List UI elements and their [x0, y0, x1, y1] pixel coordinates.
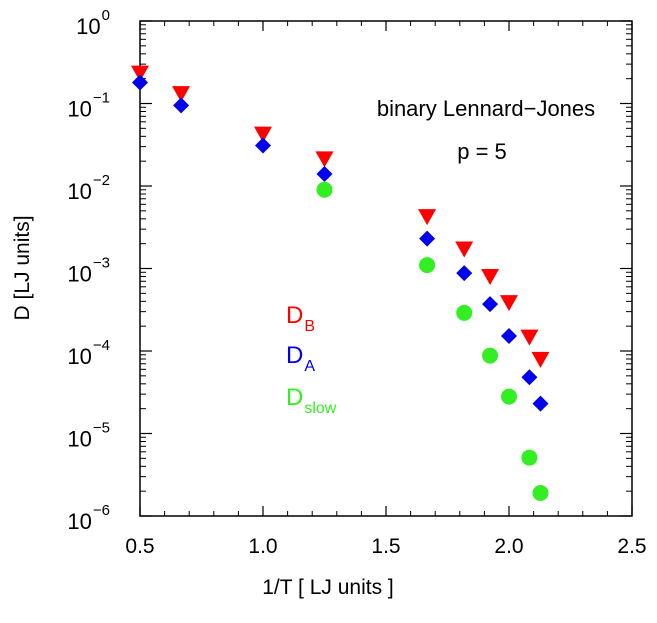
y-tick-label: 10−4: [67, 337, 110, 369]
point-dslow: [316, 181, 333, 198]
y-tick-label: 10−2: [67, 172, 110, 204]
legend-label-da: DA: [286, 342, 315, 375]
y-tick-label: 10−1: [67, 90, 110, 122]
y-axis-label: D [LJ units]: [11, 215, 34, 320]
y-tick-label: 10−3: [67, 255, 110, 287]
data-markers: [131, 65, 550, 502]
point-da: [456, 265, 473, 282]
x-tick-label: 2.5: [617, 535, 646, 558]
point-db: [418, 209, 437, 226]
point-db: [520, 329, 539, 346]
y-tick-labels: 100 10−1 10−2 10−3 10−4 10−5 10−6: [67, 7, 110, 534]
point-da: [482, 296, 499, 313]
point-db: [500, 295, 518, 312]
point-db: [172, 86, 191, 103]
x-tick-label: 2.0: [494, 535, 523, 558]
point-da: [501, 327, 517, 344]
point-dslow: [482, 347, 499, 364]
y-tick-label: 100: [76, 7, 110, 39]
point-dslow: [501, 388, 517, 405]
x-tick-label: 1.5: [371, 535, 400, 558]
x-axis-label: 1/T [ LJ units ]: [262, 576, 394, 599]
point-da: [132, 74, 148, 91]
y-tick-label: 10−5: [67, 420, 110, 452]
point-da: [532, 395, 549, 412]
point-da: [419, 230, 436, 247]
point-db: [531, 351, 550, 368]
point-dslow: [532, 485, 549, 502]
point-dslow: [456, 304, 473, 321]
legend-label-db: DB: [286, 302, 315, 335]
point-da: [316, 165, 333, 182]
point-db: [131, 65, 149, 82]
y-tick-label: 10−6: [67, 502, 110, 534]
point-dslow: [419, 257, 436, 274]
point-da: [173, 97, 190, 114]
point-db: [455, 241, 474, 258]
legend-label-dslow: Dslow: [286, 384, 337, 417]
point-da: [521, 369, 538, 386]
point-db: [254, 126, 272, 143]
annotation-system: binary Lennard−Jones: [377, 96, 595, 121]
x-tick-labels: 0.5 1.0 1.5 2.0 2.5: [125, 535, 646, 558]
point-db: [481, 268, 500, 285]
point-db: [315, 151, 334, 168]
x-tick-label: 1.0: [248, 535, 277, 558]
point-dslow: [521, 449, 538, 466]
point-da: [255, 137, 271, 154]
x-tick-label: 0.5: [125, 535, 154, 558]
annotation-pressure: p = 5: [457, 139, 507, 164]
